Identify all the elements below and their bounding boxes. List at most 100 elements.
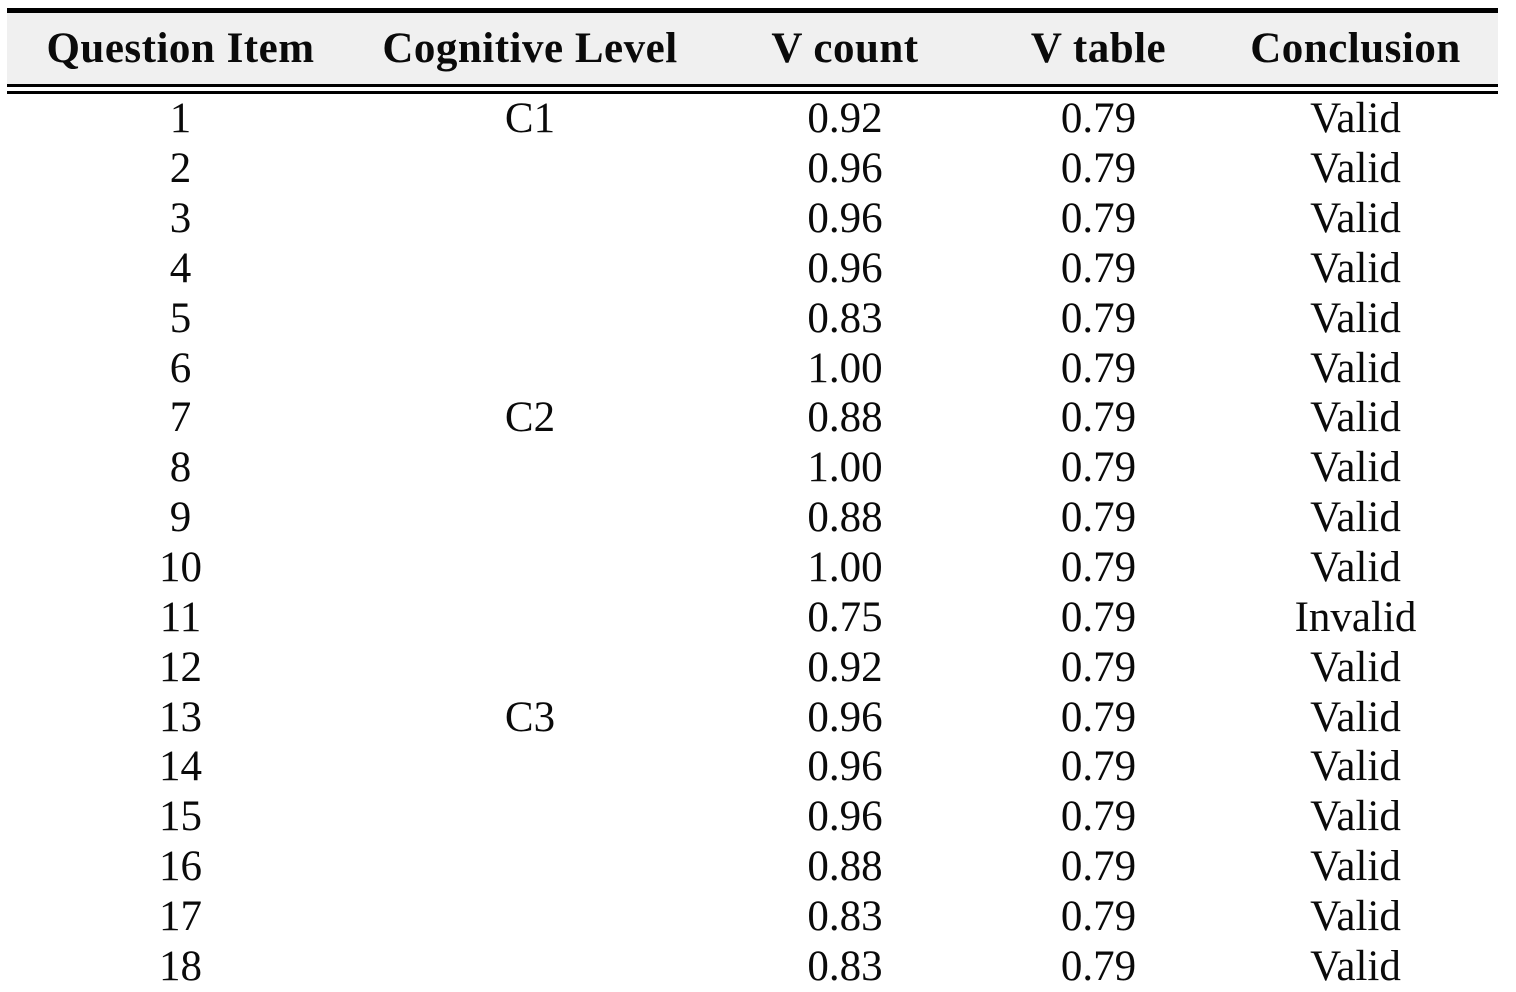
cell-question-item: 13	[159, 693, 202, 741]
table-row: 15 0.96 0.79 Valid	[7, 792, 1498, 842]
table-header-row: Question Item Cognitive Level V count V …	[7, 13, 1498, 84]
table-row: 18 0.83 0.79 Valid	[7, 941, 1498, 991]
cell-v-table: 0.79	[1060, 195, 1137, 243]
cell-v-table: 0.79	[1060, 892, 1137, 940]
cell-v-table: 0.79	[1060, 544, 1137, 592]
cell-conclusion: Valid	[1310, 693, 1401, 741]
cell-cognitive-level: C3	[504, 693, 556, 741]
cell-conclusion: Valid	[1310, 942, 1401, 990]
cell-v-table: 0.79	[1060, 145, 1137, 193]
header-double-rule	[7, 84, 1498, 94]
cell-cognitive-level: C2	[504, 394, 556, 442]
cell-v-table: 0.79	[1060, 494, 1137, 542]
cell-question-item: 11	[159, 593, 202, 641]
cell-v-count: 0.96	[807, 145, 883, 193]
cell-conclusion: Valid	[1310, 793, 1401, 841]
cell-conclusion: Valid	[1310, 643, 1401, 691]
table-row: 2 0.96 0.79 Valid	[7, 144, 1498, 194]
cell-v-count: 0.92	[807, 95, 883, 143]
cell-conclusion: Valid	[1310, 444, 1401, 492]
cell-question-item: 6	[169, 344, 192, 392]
cell-question-item: 7	[169, 394, 192, 442]
cell-question-item: 2	[169, 145, 192, 193]
table-row: 17 0.83 0.79 Valid	[7, 892, 1498, 942]
cell-v-count: 0.96	[807, 743, 883, 791]
cell-v-count: 0.96	[807, 244, 883, 292]
cell-conclusion: Valid	[1310, 344, 1401, 392]
table-row: 9 0.88 0.79 Valid	[7, 493, 1498, 543]
col-header-question-item: Question Item	[46, 25, 315, 72]
cell-v-table: 0.79	[1060, 244, 1137, 292]
cell-question-item: 1	[169, 95, 192, 143]
cell-conclusion: Valid	[1310, 95, 1401, 143]
cell-conclusion: Valid	[1310, 743, 1401, 791]
table-row: 3 0.96 0.79 Valid	[7, 194, 1498, 244]
table-row: 6 1.00 0.79 Valid	[7, 343, 1498, 393]
cell-v-table: 0.79	[1060, 693, 1137, 741]
cell-v-count: 0.92	[807, 643, 883, 691]
cell-question-item: 16	[159, 843, 202, 891]
table-row: 13 C3 0.96 0.79 Valid	[7, 692, 1498, 742]
cell-question-item: 5	[169, 294, 192, 342]
cell-v-count: 0.88	[807, 843, 883, 891]
table-top-rule	[7, 8, 1498, 13]
cell-conclusion: Valid	[1310, 494, 1401, 542]
cell-v-table: 0.79	[1060, 843, 1137, 891]
table-row: 4 0.96 0.79 Valid	[7, 244, 1498, 294]
cell-question-item: 18	[159, 942, 202, 990]
cell-conclusion: Valid	[1310, 544, 1401, 592]
cell-conclusion: Valid	[1310, 145, 1401, 193]
cell-v-table: 0.79	[1060, 743, 1137, 791]
cell-question-item: 8	[169, 444, 192, 492]
table-row: 7 C2 0.88 0.79 Valid	[7, 393, 1498, 443]
table-row: 16 0.88 0.79 Valid	[7, 842, 1498, 892]
cell-question-item: 3	[169, 195, 192, 243]
cell-v-count: 0.96	[807, 793, 883, 841]
cell-v-table: 0.79	[1060, 593, 1137, 641]
table-row: 1 C1 0.92 0.79 Valid	[7, 94, 1498, 144]
cell-v-table: 0.79	[1060, 643, 1137, 691]
table-body: 1 C1 0.92 0.79 Valid 2 0.96 0.79 Valid 3…	[7, 94, 1498, 991]
cell-v-table: 0.79	[1060, 394, 1137, 442]
cell-v-table: 0.79	[1060, 95, 1137, 143]
cell-conclusion: Invalid	[1294, 593, 1417, 641]
cell-v-table: 0.79	[1060, 444, 1137, 492]
col-header-cognitive-level: Cognitive Level	[382, 25, 678, 72]
cell-v-count: 0.83	[807, 942, 883, 990]
cell-question-item: 17	[159, 892, 202, 940]
cell-v-count: 1.00	[807, 544, 883, 592]
cell-v-table: 0.79	[1060, 294, 1137, 342]
cell-v-count: 1.00	[807, 344, 883, 392]
cell-question-item: 12	[159, 643, 202, 691]
cell-v-count: 0.83	[807, 294, 883, 342]
cell-v-count: 0.83	[807, 892, 883, 940]
cell-v-table: 0.79	[1060, 942, 1137, 990]
table-row: 5 0.83 0.79 Valid	[7, 293, 1498, 343]
cell-v-count: 0.96	[807, 693, 883, 741]
table-row: 12 0.92 0.79 Valid	[7, 642, 1498, 692]
table-row: 10 1.00 0.79 Valid	[7, 543, 1498, 593]
col-header-v-table: V table	[1030, 25, 1167, 72]
cell-conclusion: Valid	[1310, 195, 1401, 243]
cell-v-count: 0.75	[807, 593, 883, 641]
cell-cognitive-level: C1	[504, 95, 556, 143]
table-row: 11 0.75 0.79 Invalid	[7, 592, 1498, 642]
table-row: 8 1.00 0.79 Valid	[7, 443, 1498, 493]
cell-question-item: 9	[169, 494, 192, 542]
cell-v-count: 0.96	[807, 195, 883, 243]
cell-conclusion: Valid	[1310, 892, 1401, 940]
cell-v-count: 0.88	[807, 494, 883, 542]
table-row: 14 0.96 0.79 Valid	[7, 742, 1498, 792]
cell-v-count: 1.00	[807, 444, 883, 492]
cell-question-item: 4	[169, 244, 192, 292]
cell-conclusion: Valid	[1310, 394, 1401, 442]
col-header-v-count: V count	[771, 25, 919, 72]
cell-question-item: 10	[159, 544, 202, 592]
cell-question-item: 15	[159, 793, 202, 841]
cell-conclusion: Valid	[1310, 843, 1401, 891]
cell-v-table: 0.79	[1060, 344, 1137, 392]
validity-table: Question Item Cognitive Level V count V …	[7, 8, 1498, 991]
col-header-conclusion: Conclusion	[1250, 25, 1461, 72]
cell-conclusion: Valid	[1310, 244, 1401, 292]
cell-v-count: 0.88	[807, 394, 883, 442]
